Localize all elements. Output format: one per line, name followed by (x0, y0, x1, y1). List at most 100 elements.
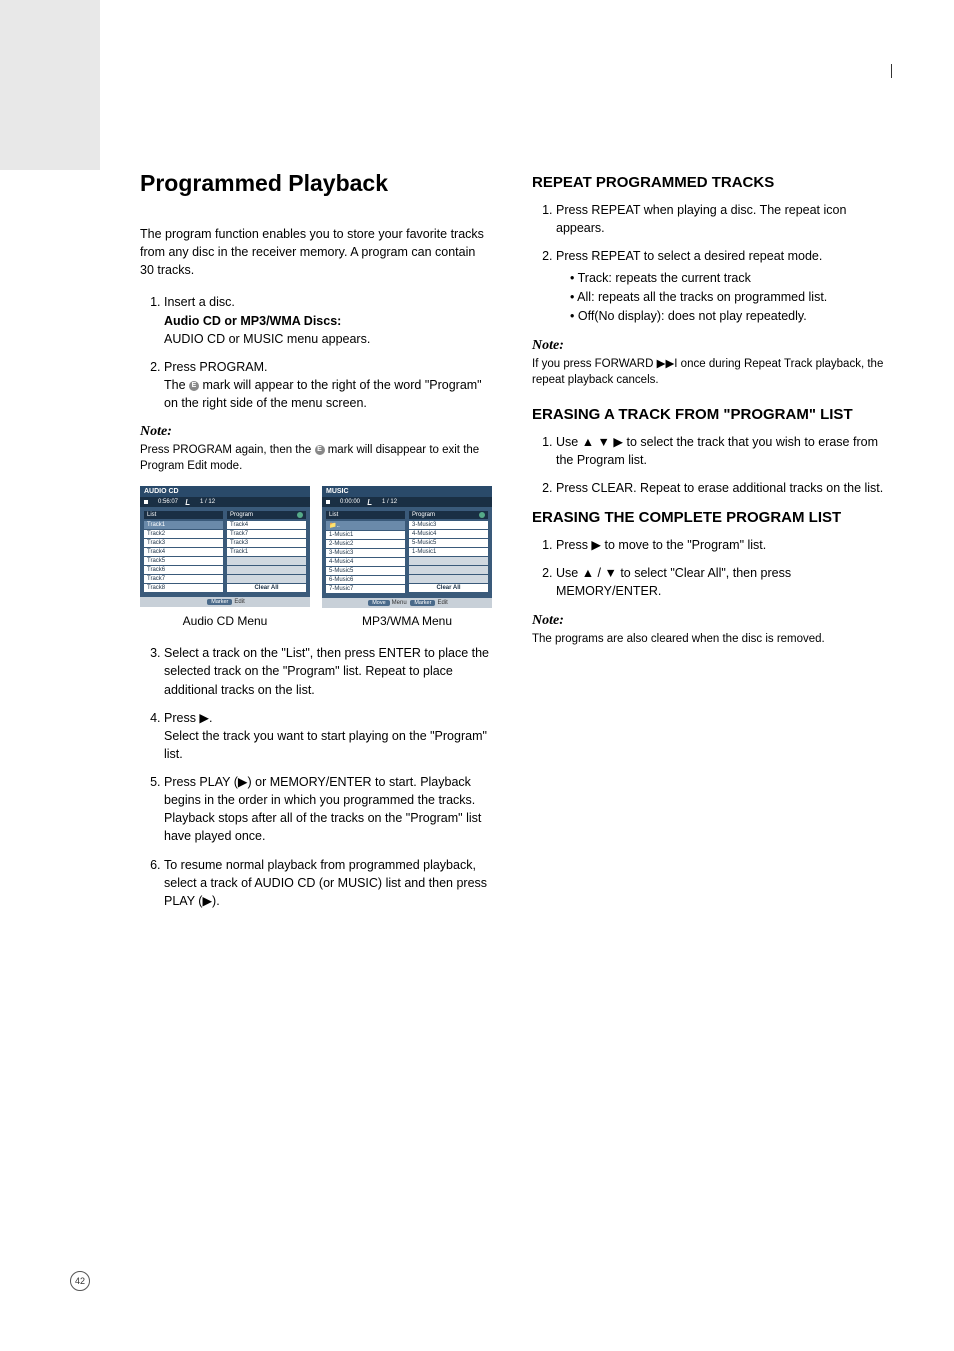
note-label: Note: (532, 613, 884, 629)
program-mark-icon: E (315, 445, 325, 455)
program-item: Track1 (227, 548, 306, 556)
step-6: To resume normal playback from programme… (164, 856, 492, 910)
intro-paragraph: The program function enables you to stor… (140, 225, 492, 279)
program-item: Track7 (227, 530, 306, 538)
footer-pill: Move (368, 600, 389, 606)
footer-pill: Marker (207, 599, 232, 605)
step-1: Insert a disc. Audio CD or MP3/WMA Discs… (164, 293, 492, 347)
steps-list-a: Insert a disc. Audio CD or MP3/WMA Discs… (140, 293, 492, 412)
list-item: Track1 (144, 521, 223, 529)
repeat-steps: Press REPEAT when playing a disc. The re… (532, 201, 884, 326)
note-icon (368, 499, 373, 505)
left-margin-block (0, 0, 100, 170)
list-item: 4-Music4 (326, 558, 405, 566)
program-item: Track3 (227, 539, 306, 547)
step-text: Press PROGRAM. (164, 360, 268, 374)
section-heading: ERASING THE COMPLETE PROGRAM LIST (532, 509, 884, 526)
program-item: 1-Music1 (409, 548, 488, 556)
program-item: Track4 (227, 521, 306, 529)
program-item: 5-Music5 (409, 539, 488, 547)
erase-all-step-1: Press ▶ to move to the "Program" list. (556, 536, 884, 554)
program-item (227, 557, 306, 565)
list-column: List 📁.. 1-Music1 2-Music2 3-Music3 4-Mu… (326, 511, 405, 594)
list-item: 7-Music7 (326, 585, 405, 593)
list-label: List (147, 512, 156, 518)
program-header: Program (227, 511, 306, 519)
program-item (227, 566, 306, 574)
footer-label: Edit (437, 600, 447, 606)
step-bold: Audio CD or MP3/WMA Discs: (164, 314, 341, 328)
step-after-a: The (164, 378, 189, 392)
note-label: Note: (532, 338, 884, 354)
right-column: REPEAT PROGRAMMED TRACKS Press REPEAT wh… (532, 170, 884, 922)
program-item (409, 575, 488, 583)
step-after: AUDIO CD or MUSIC menu appears. (164, 332, 370, 346)
menu-status: 0:00:00 1 / 12 (322, 497, 492, 507)
menu-title: AUDIO CD (140, 486, 310, 497)
program-item: 3-Music3 (409, 521, 488, 529)
list-item: Track7 (144, 575, 223, 583)
note-text-a: Press PROGRAM again, then the (140, 444, 315, 456)
program-item (409, 557, 488, 565)
list-item: 5-Music5 (326, 567, 405, 575)
step-4: Press ▶. Select the track you want to st… (164, 709, 492, 763)
erase-all-steps: Press ▶ to move to the "Program" list. U… (532, 536, 884, 600)
list-item: Track8 (144, 584, 223, 592)
list-header: List (326, 511, 405, 519)
step-after-b: mark will appear to the right of the wor… (164, 378, 482, 410)
list-header: List (144, 511, 223, 519)
list-item: Track3 (144, 539, 223, 547)
footer-label: Menu (392, 600, 407, 606)
steps-list-b: Select a track on the "List", then press… (140, 644, 492, 910)
program-item: 4-Music4 (409, 530, 488, 538)
list-item: Track2 (144, 530, 223, 538)
section-heading: REPEAT PROGRAMMED TRACKS (532, 174, 884, 191)
step-3: Select a track on the "List", then press… (164, 644, 492, 698)
note-text: Press PROGRAM again, then the E mark wil… (140, 442, 492, 474)
page-number: 42 (70, 1271, 90, 1291)
note-text: If you press FORWARD ▶▶I once during Rep… (532, 356, 884, 388)
left-column: Programmed Playback The program function… (140, 170, 492, 922)
erase-step-2: Press CLEAR. Repeat to erase additional … (556, 479, 884, 497)
mp3-menu: MUSIC 0:00:00 1 / 12 List 📁.. 1-Music1 2… (322, 486, 492, 608)
repeat-modes: Track: repeats the current track All: re… (556, 269, 884, 325)
list-item: Track4 (144, 548, 223, 556)
erase-track-steps: Use ▲ ▼ ▶ to select the track that you w… (532, 433, 884, 497)
repeat-step-2: Press REPEAT to select a desired repeat … (556, 247, 884, 325)
list-item: 2-Music2 (326, 540, 405, 548)
menu-screenshots: AUDIO CD 0:56:07 1 / 12 List Track1 Trac… (140, 486, 492, 608)
page-title: Programmed Playback (140, 170, 492, 197)
program-item (227, 575, 306, 583)
footer-pill: Marker (410, 600, 435, 606)
list-item: Track5 (144, 557, 223, 565)
program-label: Program (412, 512, 435, 518)
list-item: 6-Music6 (326, 576, 405, 584)
audiocd-menu: AUDIO CD 0:56:07 1 / 12 List Track1 Trac… (140, 486, 310, 608)
clear-all-item: Clear All (409, 584, 488, 592)
note-text: The programs are also cleared when the d… (532, 631, 884, 647)
program-badge-icon (479, 512, 485, 518)
repeat-mode-all: All: repeats all the tracks on programme… (570, 288, 884, 307)
program-column: Program 3-Music3 4-Music4 5-Music5 1-Mus… (409, 511, 488, 594)
crop-mark (878, 64, 892, 78)
menu-body: List 📁.. 1-Music1 2-Music2 3-Music3 4-Mu… (322, 507, 492, 598)
erase-step-1: Use ▲ ▼ ▶ to select the track that you w… (556, 433, 884, 469)
footer-label: Edit (234, 599, 244, 605)
page-content: Programmed Playback The program function… (0, 0, 954, 962)
folder-item: 📁.. (326, 521, 405, 530)
menu-counter: 1 / 12 (200, 499, 215, 505)
repeat-step-1: Press REPEAT when playing a disc. The re… (556, 201, 884, 237)
menu-body: List Track1 Track2 Track3 Track4 Track5 … (140, 507, 310, 597)
menu-status: 0:56:07 1 / 12 (140, 497, 310, 507)
step-text: Press ▶. Select the track you want to st… (164, 711, 487, 761)
menu-footer: MarkerEdit (140, 597, 310, 607)
menu-counter: 1 / 12 (382, 499, 397, 505)
caption-mp3: MP3/WMA Menu (322, 614, 492, 628)
stop-icon (326, 500, 330, 504)
menu-time: 0:56:07 (158, 499, 178, 505)
step-2: Press PROGRAM. The E mark will appear to… (164, 358, 492, 412)
program-badge-icon (297, 512, 303, 518)
clear-all-item: Clear All (227, 584, 306, 592)
list-item: 1-Music1 (326, 531, 405, 539)
list-label: List (329, 512, 338, 518)
